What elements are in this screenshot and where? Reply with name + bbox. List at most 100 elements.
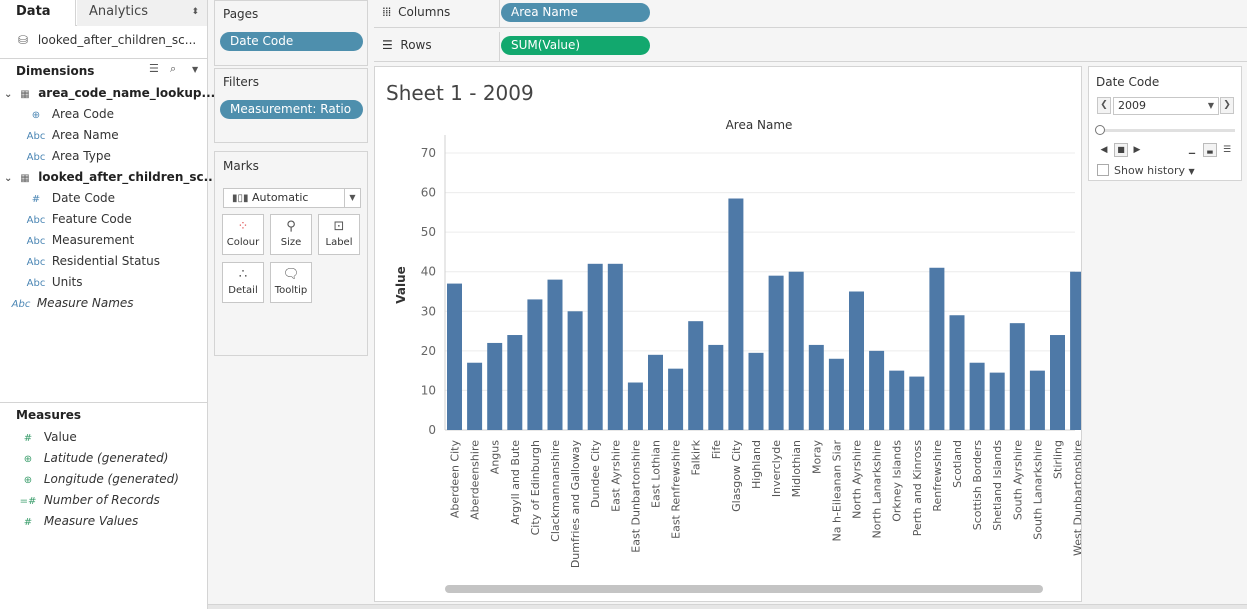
bar[interactable] xyxy=(587,263,603,430)
bar[interactable] xyxy=(1070,271,1082,430)
bar[interactable] xyxy=(1050,335,1065,430)
field-area-name[interactable]: Abc Area Name xyxy=(24,126,119,144)
field-longitude[interactable]: ⊕ Longitude (generated) xyxy=(16,470,179,488)
mark-type-dropdown[interactable]: ▮▯▮ Automatic ▼ xyxy=(223,188,361,208)
tab-data[interactable]: Data xyxy=(0,0,76,26)
field-measure-values[interactable]: # Measure Values xyxy=(16,512,138,530)
size-button[interactable]: ⚲ Size xyxy=(270,214,312,255)
bar[interactable] xyxy=(808,344,824,430)
menu-dropdown-icon[interactable]: ▼ xyxy=(192,65,199,74)
bar[interactable] xyxy=(648,354,663,430)
field-label: Area Name xyxy=(51,128,119,142)
bar[interactable] xyxy=(788,271,804,430)
horizontal-scrollbar[interactable] xyxy=(445,585,1043,593)
y-tick-label: 60 xyxy=(421,186,436,200)
field-value[interactable]: # Value xyxy=(16,428,77,446)
tab-scroll-icon[interactable]: ⬍ xyxy=(191,7,199,17)
tab-analytics[interactable]: Analytics ⬍ xyxy=(77,0,207,26)
x-tick-label: North Lanarkshire xyxy=(871,440,884,539)
pages-pill-date-code[interactable]: Date Code xyxy=(220,32,363,51)
bar[interactable] xyxy=(688,321,704,430)
field-measure-names[interactable]: Abc Measure Names xyxy=(9,294,134,312)
stop-button[interactable]: ■ xyxy=(1114,143,1128,157)
bar[interactable] xyxy=(889,370,905,430)
bar[interactable] xyxy=(1029,370,1045,430)
measures-title: Measures xyxy=(16,408,82,422)
detail-button[interactable]: ∴ Detail xyxy=(222,262,264,303)
bar[interactable] xyxy=(487,342,503,430)
bar[interactable] xyxy=(728,198,744,430)
bar[interactable] xyxy=(527,299,543,430)
view-list-icon[interactable]: ☰ xyxy=(149,62,159,75)
bar[interactable] xyxy=(849,291,864,431)
filter-pill-measurement[interactable]: Measurement: Ratio xyxy=(220,100,363,119)
group-area-code-lookup[interactable]: ⌄ ▦ area_code_name_lookup.... xyxy=(4,84,220,102)
show-history-checkbox[interactable] xyxy=(1097,164,1109,176)
datasource-item[interactable]: ⛁ looked_after_children_sc... xyxy=(18,33,196,47)
x-tick-label: Argyll and Bute xyxy=(509,440,522,525)
play-back-icon[interactable]: ◀ xyxy=(1100,145,1108,155)
show-history-toggle[interactable]: Show history ▼ xyxy=(1097,164,1195,177)
abc-icon: Abc xyxy=(11,299,31,310)
next-page-button[interactable]: ❯ xyxy=(1220,97,1234,114)
bar[interactable] xyxy=(929,267,945,430)
tooltip-button[interactable]: 🗨 Tooltip xyxy=(270,262,312,303)
colour-button[interactable]: ⁘ Colour xyxy=(222,214,264,255)
field-number-of-records[interactable]: =# Number of Records xyxy=(16,491,160,509)
bar[interactable] xyxy=(828,358,844,430)
field-label: Feature Code xyxy=(51,212,132,226)
page-slider-track[interactable] xyxy=(1097,129,1235,132)
speed-slow-icon[interactable]: ▁ xyxy=(1188,145,1196,154)
bar[interactable] xyxy=(708,344,724,430)
field-area-type[interactable]: Abc Area Type xyxy=(24,147,111,165)
bar[interactable] xyxy=(627,382,643,430)
columns-pill-area-name[interactable]: Area Name xyxy=(501,3,650,22)
date-code-select[interactable]: 2009 ▼ xyxy=(1113,97,1219,115)
chevron-down-icon: ▼ xyxy=(344,189,360,207)
x-tick-label: Angus xyxy=(489,440,502,474)
collapse-caret-icon[interactable]: ⌄ xyxy=(4,173,13,184)
field-units[interactable]: Abc Units xyxy=(24,273,83,291)
label-button[interactable]: ⊡ Label xyxy=(318,214,360,255)
bar[interactable] xyxy=(607,263,623,430)
bar[interactable] xyxy=(949,315,965,430)
sheet-tabs-bar xyxy=(208,604,1247,609)
bar[interactable] xyxy=(567,311,583,430)
rows-shelf-label: ☰ Rows xyxy=(382,38,432,52)
prev-page-button[interactable]: ❮ xyxy=(1097,97,1111,114)
bar[interactable] xyxy=(447,283,462,430)
bar[interactable] xyxy=(467,362,483,430)
bar[interactable] xyxy=(768,275,784,430)
group-looked-after-children[interactable]: ⌄ ▦ looked_after_children_sc... xyxy=(4,168,217,186)
field-date-code[interactable]: # Date Code xyxy=(24,189,115,207)
field-label: Measurement xyxy=(51,233,135,247)
search-icon[interactable]: ⌕ xyxy=(170,62,177,75)
collapse-caret-icon[interactable]: ⌄ xyxy=(4,89,13,100)
bar[interactable] xyxy=(547,279,563,430)
bar[interactable] xyxy=(1009,323,1025,430)
page-slider-thumb[interactable] xyxy=(1095,125,1105,135)
speed-medium-icon[interactable]: ▃ xyxy=(1203,143,1217,157)
bar[interactable] xyxy=(989,372,1005,430)
chevron-down-icon[interactable]: ▼ xyxy=(1188,167,1195,176)
bar[interactable] xyxy=(969,362,985,430)
field-area-code[interactable]: ⊕ Area Code xyxy=(24,105,114,123)
bar[interactable] xyxy=(909,376,925,430)
bar[interactable] xyxy=(507,335,523,430)
field-label: Date Code xyxy=(51,191,116,205)
field-feature-code[interactable]: Abc Feature Code xyxy=(24,210,132,228)
rows-label-text: Rows xyxy=(400,38,432,52)
calc-number-icon: =# xyxy=(19,496,37,507)
bar[interactable] xyxy=(748,352,764,430)
play-forward-icon[interactable]: ▶ xyxy=(1133,145,1141,155)
field-measurement[interactable]: Abc Measurement xyxy=(24,231,135,249)
columns-icon: ⁞⁞⁞ xyxy=(382,5,392,19)
bar[interactable] xyxy=(869,350,885,430)
bar[interactable] xyxy=(668,368,684,430)
field-residential-status[interactable]: Abc Residential Status xyxy=(24,252,160,270)
rows-pill-sum-value[interactable]: SUM(Value) xyxy=(501,36,650,55)
x-tick-label: Dundee City xyxy=(589,440,602,508)
field-latitude[interactable]: ⊕ Latitude (generated) xyxy=(16,449,169,467)
x-tick-label: Scottish Borders xyxy=(971,440,984,531)
speed-fast-icon[interactable]: ☰ xyxy=(1222,145,1232,155)
